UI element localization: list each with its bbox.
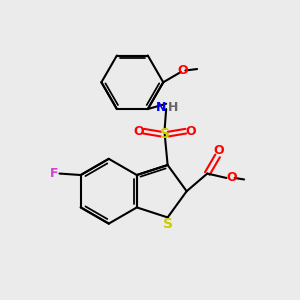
Text: S: S <box>163 217 173 231</box>
Text: S: S <box>160 127 170 141</box>
Text: F: F <box>50 167 58 180</box>
Text: O: O <box>214 144 224 157</box>
Text: O: O <box>226 172 237 184</box>
Text: O: O <box>133 125 144 138</box>
Text: N: N <box>156 101 166 114</box>
Text: O: O <box>186 125 196 138</box>
Text: O: O <box>177 64 188 77</box>
Text: H: H <box>167 101 178 114</box>
